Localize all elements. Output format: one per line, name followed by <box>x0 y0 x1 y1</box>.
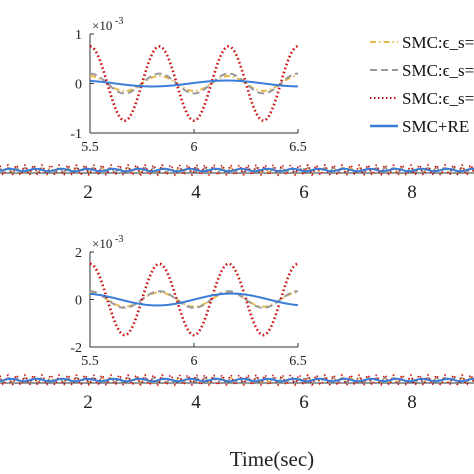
inset-multiplier-exponent: -3 <box>115 234 123 245</box>
x-tick-label: 8 <box>407 182 417 203</box>
lower-inset-axes: 5.5 6 6.5 2 0 -2 ×10 -3 <box>70 234 306 369</box>
inset-x-tick-label: 6 <box>191 354 198 369</box>
inset-series-line <box>90 290 298 309</box>
x-axis-label: Time(sec) <box>230 447 314 471</box>
inset-plot-area <box>90 262 298 337</box>
legend: SMC:ϵ_s= SMC:ϵ_s= SMC:ϵ_s= SMC+RE <box>370 33 474 136</box>
inset-plot-area <box>90 45 298 122</box>
inset-y-tick-label: -2 <box>70 341 82 356</box>
inset-series-line <box>90 72 298 95</box>
inset-y-tick-label: 2 <box>75 246 82 261</box>
inset-y-tick-label: 0 <box>75 78 82 93</box>
x-tick-label: 6 <box>299 392 309 413</box>
legend-label: SMC:ϵ_s= <box>402 89 474 108</box>
inset-series-line <box>90 291 298 308</box>
x-tick-label: 8 <box>407 392 417 413</box>
main-series-line <box>0 167 474 173</box>
inset-series-line <box>90 292 298 307</box>
inset-x-tick-label: 6 <box>191 140 198 155</box>
inset-multiplier-exponent: -3 <box>115 16 123 27</box>
inset-multiplier: ×10 <box>92 18 112 33</box>
legend-label: SMC:ϵ_s= <box>402 33 474 52</box>
x-tick-label: 4 <box>191 182 201 203</box>
inset-y-tick-label: -1 <box>70 127 82 142</box>
inset-series-line <box>90 45 298 122</box>
lower-main-axes: 2 4 6 8 <box>0 373 474 413</box>
inset-x-tick-label: 5.5 <box>81 140 99 155</box>
inset-y-tick-label: 0 <box>75 294 82 309</box>
legend-label: SMC+RE <box>402 117 469 136</box>
x-tick-label: 6 <box>299 182 309 203</box>
inset-x-tick-label: 6.5 <box>289 140 307 155</box>
inset-series-line <box>90 79 298 88</box>
upper-main-axes: 2 4 6 8 <box>0 163 474 203</box>
inset-y-tick-label: 1 <box>75 28 82 43</box>
inset-x-tick-label: 5.5 <box>81 354 99 369</box>
x-tick-label: 2 <box>83 392 93 413</box>
inset-x-tick-label: 6.5 <box>289 354 307 369</box>
x-tick-label: 4 <box>191 392 201 413</box>
inset-multiplier: ×10 <box>92 236 112 251</box>
legend-label: SMC:ϵ_s= <box>402 61 474 80</box>
inset-series-line <box>90 75 298 92</box>
main-series-line <box>0 377 474 383</box>
x-tick-label: 2 <box>83 182 93 203</box>
inset-series-line <box>90 262 298 337</box>
upper-inset-axes: 5.5 6 6.5 1 0 -1 ×10 -3 <box>70 16 306 155</box>
